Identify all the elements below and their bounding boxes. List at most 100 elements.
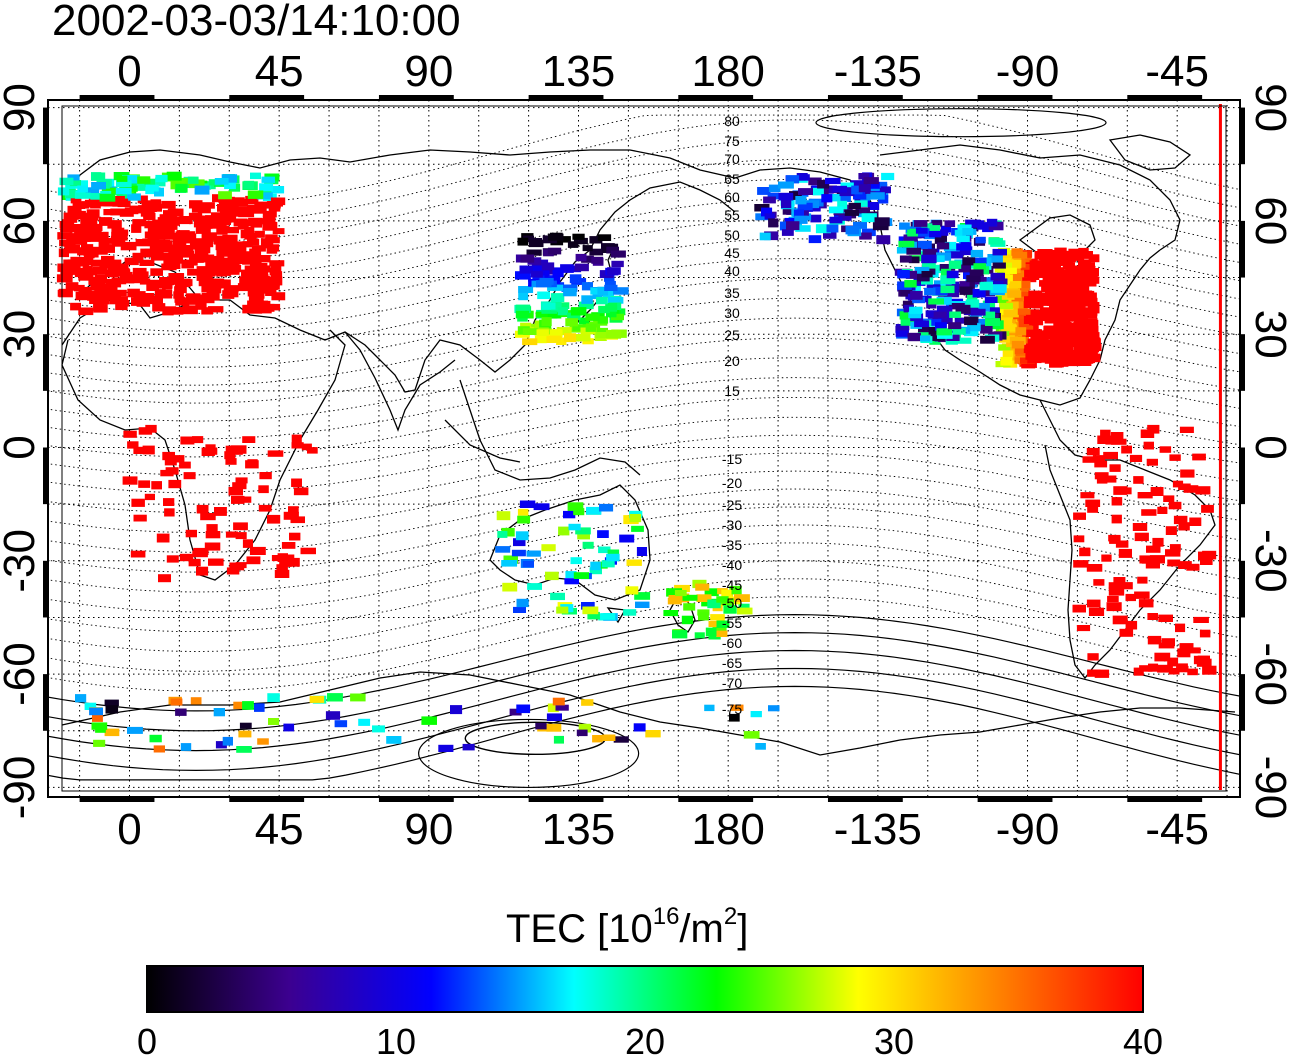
tec-cell: [832, 185, 847, 193]
tec-cell: [165, 467, 179, 475]
tec-cell: [1102, 475, 1117, 483]
tec-cell: [90, 259, 107, 266]
tec-cell: [1112, 615, 1128, 625]
tec-cell: [248, 286, 263, 296]
tec-cell: [793, 209, 804, 218]
tec-cell: [93, 304, 108, 313]
tec-cell: [962, 257, 976, 266]
lat-tick-left: -90: [0, 756, 44, 820]
tec-cell: [1064, 332, 1080, 341]
tec-cell: [1046, 272, 1060, 281]
tec-cell: [69, 180, 81, 187]
tec-cell: [268, 276, 283, 286]
tec-cell: [1055, 284, 1068, 292]
tec-cell: [1078, 251, 1093, 259]
tec-cell: [1082, 318, 1098, 326]
tec-cell: [221, 211, 237, 219]
tec-cell: [255, 275, 270, 284]
tec-cell: [235, 532, 247, 540]
tec-cell: [515, 304, 531, 311]
tec-cell: [668, 595, 680, 602]
tec-cell: [557, 307, 569, 316]
tec-cell: [271, 555, 283, 562]
contour-label: -35: [722, 537, 742, 553]
tec-cell: [327, 693, 343, 702]
tec-cell: [191, 205, 204, 213]
tec-cell: [1049, 335, 1063, 343]
contour-label: -20: [722, 475, 742, 491]
lat-tick-left: 90: [0, 83, 44, 132]
tec-cell: [1012, 251, 1028, 259]
tec-cell: [1082, 327, 1095, 337]
tec-cell: [999, 257, 1012, 265]
tec-cell: [1032, 299, 1044, 309]
tec-cell: [522, 561, 534, 568]
tec-cell: [1199, 629, 1211, 638]
tec-cell: [161, 200, 176, 209]
tec-cell: [74, 192, 91, 199]
tec-cell: [1080, 492, 1095, 499]
tec-cell: [112, 233, 128, 241]
tec-cell: [196, 273, 208, 281]
tec-cell: [560, 264, 574, 273]
tec-cell: [281, 542, 296, 549]
tec-cell: [201, 232, 217, 241]
tec-cell: [266, 244, 278, 254]
tec-cell: [1120, 582, 1133, 590]
tec-cell: [1183, 485, 1199, 493]
tec-cell: [1008, 279, 1022, 289]
tec-cell: [224, 264, 240, 274]
tec-cell: [75, 238, 88, 245]
tec-cell: [258, 504, 272, 512]
tec-cell: [259, 472, 272, 480]
tec-cell: [1044, 278, 1058, 286]
tec-cell: [265, 288, 277, 296]
tec-cell: [863, 177, 879, 185]
tec-cell: [262, 221, 278, 231]
tec-cell: [574, 263, 589, 272]
tec-cell: [569, 274, 582, 284]
tec-cell: [603, 290, 614, 298]
tec-cell: [707, 599, 721, 609]
tec-cell: [1109, 535, 1120, 544]
tec-cell: [1000, 262, 1012, 270]
tec-cell: [918, 326, 930, 333]
tec-cell: [853, 221, 867, 229]
tec-cell: [663, 610, 679, 617]
tec-cell: [293, 487, 309, 496]
contour-label: 50: [724, 227, 740, 243]
tec-cell: [1015, 327, 1027, 336]
tec-cell: [1023, 345, 1039, 353]
tec-cell: [917, 332, 931, 339]
tec-cell: [153, 745, 165, 753]
tec-cell: [1084, 297, 1098, 304]
tec-cell: [209, 278, 225, 286]
tec-cell: [573, 508, 585, 516]
tec-cell: [67, 174, 80, 181]
tec-cell: [1140, 429, 1155, 438]
tec-cell: [743, 731, 760, 739]
tec-cell: [1030, 318, 1044, 326]
tec-cell: [797, 174, 810, 181]
tec-cell: [605, 329, 622, 339]
contour-label: 20: [724, 353, 740, 369]
tec-cell: [980, 335, 995, 344]
contour-label: -55: [722, 615, 742, 631]
tec-cell: [268, 718, 280, 725]
tec-cell: [218, 191, 232, 200]
tec-cell: [70, 195, 82, 204]
tec-cell: [854, 200, 868, 207]
tec-cell: [166, 555, 179, 563]
tec-cell: [826, 194, 841, 202]
tec-cell: [977, 222, 989, 230]
tec-cell: [823, 232, 837, 239]
tec-cell: [1193, 616, 1209, 623]
tec-cell: [704, 704, 715, 712]
tec-cell: [712, 624, 727, 633]
tec-cell: [1113, 486, 1128, 495]
tec-cell: [1125, 593, 1136, 602]
tec-cell: [898, 240, 915, 248]
tec-cell: [578, 301, 594, 310]
tec-cell: [110, 208, 126, 216]
tec-cell: [1143, 441, 1154, 450]
